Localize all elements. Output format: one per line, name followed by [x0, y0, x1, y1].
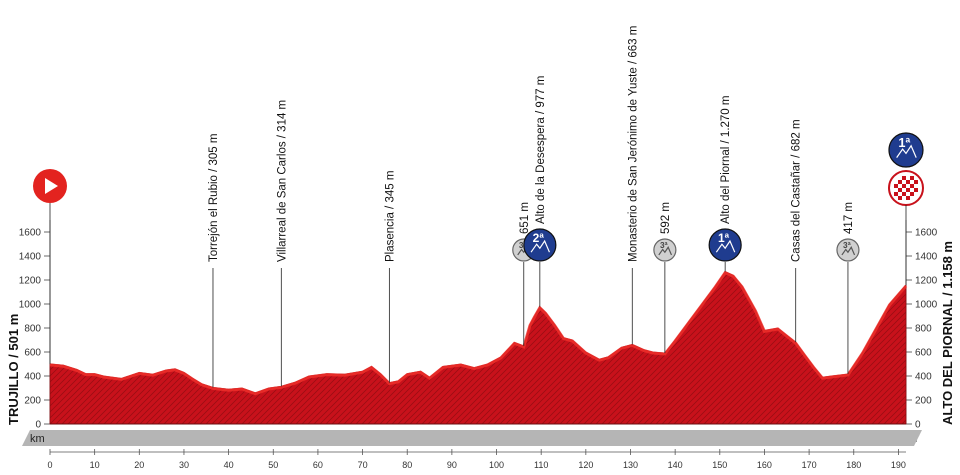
sprint-badge-text: 3ª: [519, 241, 528, 250]
elevation-profile-ridge: [49, 270, 908, 396]
y-tick-label-right: 1400: [915, 252, 938, 263]
flag-square: [898, 196, 902, 200]
play-icon: [45, 178, 58, 194]
y-tick-label-left: 0: [35, 420, 41, 431]
flag-square: [898, 188, 902, 192]
x-tick-label: 100: [489, 460, 504, 470]
sprint-badge-text: 3ª: [660, 241, 669, 250]
x-tick-label: 60: [313, 460, 323, 470]
point-label: Casas del Castañar / 682 m: [791, 119, 803, 262]
x-tick-label: 160: [757, 460, 772, 470]
x-tick-label: 90: [447, 460, 457, 470]
start-badge: [33, 169, 67, 364]
climb-badge-circle: [523, 228, 557, 262]
sprint-badge: 3ª: [836, 238, 860, 262]
point-label: Villarreal de San Carlos / 314 m: [276, 100, 288, 262]
km-band-layer: km 0 10 20 30 40 50 60 70 80 90 100 110 120 130 140 150 1…: [22, 430, 922, 470]
sprint-badge-text: 3ª: [843, 241, 852, 250]
y-tick-label-left: 200: [24, 396, 41, 407]
y-tick-label-left: 800: [24, 324, 41, 335]
km-band: [22, 430, 922, 446]
mountain-icon: [658, 245, 673, 256]
y-tick-label-left: 1400: [19, 252, 42, 263]
y-tick-label-left: 1000: [19, 300, 42, 311]
y-tick-label-left: 600: [24, 348, 41, 359]
start-label: TRUJILLO / 501 m: [6, 314, 21, 425]
point-label: Torrejón el Rubio / 305 m: [208, 134, 220, 262]
climb-badge-text: 2ª: [533, 231, 545, 245]
x-tick-label: 110: [534, 460, 548, 470]
x-tick-label: 120: [578, 460, 593, 470]
mountain-icon: [841, 245, 856, 256]
flag-square: [914, 180, 918, 184]
y-tick-label-left: 1200: [19, 276, 42, 287]
y-tick-label-right: 200: [915, 396, 932, 407]
km-band-label: km: [30, 433, 45, 445]
y-tick-label-right: 800: [915, 324, 932, 335]
point-label: Monasterio de San Jerónimo de Yuste / 66…: [627, 26, 639, 262]
flag-square: [906, 188, 910, 192]
y-tick-label-right: 1000: [915, 300, 938, 311]
y-tick-label-right: 1600: [915, 228, 938, 239]
climb-badge-text: 1ª: [718, 231, 730, 245]
y-tick-label-right: 0: [915, 420, 921, 431]
elevation-profile-area: [49, 271, 907, 425]
finish-climb-badge: 1ª: [888, 132, 924, 168]
flag-square: [894, 184, 898, 188]
flag-square: [910, 192, 914, 196]
flag-square: [906, 196, 910, 200]
x-tick-label: 130: [623, 460, 638, 470]
flag-square: [910, 176, 914, 180]
flag-square: [910, 184, 914, 188]
flag-square: [906, 180, 910, 184]
profile-layer: [49, 270, 908, 425]
climb-badge-circle: [708, 228, 742, 262]
mountain-icon: [530, 239, 550, 253]
y-tick-label-left: 1600: [19, 228, 42, 239]
flag-square: [894, 192, 898, 196]
y-tick-label-right: 400: [915, 372, 932, 383]
x-tick-label: 150: [712, 460, 727, 470]
point-label: Alto de la Desespera / 977 m: [535, 76, 547, 224]
climb-badge: 2ª: [523, 228, 557, 262]
flag-square: [914, 188, 918, 192]
x-tick-label: 180: [846, 460, 861, 470]
mountain-icon: [715, 239, 736, 253]
point-label: Alto del Piornal / 1.270 m: [720, 96, 732, 225]
x-tick-label: 70: [358, 460, 368, 470]
x-tick-label: 10: [90, 460, 100, 470]
sprint-badge-circle: [836, 238, 860, 262]
finish-label: ALTO DEL PIORNAL / 1.158 m: [940, 241, 955, 425]
flag-square: [902, 192, 906, 196]
point-label: 417 m: [843, 202, 855, 234]
finish-climb-badge-circle: [888, 132, 924, 168]
mountain-icon: [896, 144, 917, 158]
x-tick-label: 40: [224, 460, 234, 470]
sprint-badge: 3ª: [653, 238, 677, 262]
sprint-badge-circle: [653, 238, 677, 262]
climb-badge: 1ª: [708, 228, 742, 262]
flag-square: [902, 184, 906, 188]
x-tick-label: 30: [179, 460, 189, 470]
finish-climb-badge-text: 1ª: [898, 135, 910, 150]
y-tick-label-left: 400: [24, 372, 41, 383]
x-tick-label: 50: [268, 460, 278, 470]
finish-flag-icon: [888, 170, 924, 206]
x-tick-label: 190: [891, 460, 906, 470]
flag-square: [902, 176, 906, 180]
x-tick-label: 80: [402, 460, 412, 470]
x-tick-label: 0: [47, 460, 52, 470]
flag-square: [898, 180, 902, 184]
y-tick-label-right: 1200: [915, 276, 938, 287]
y-tick-label-right: 600: [915, 348, 932, 359]
point-label: Plasencia / 345 m: [384, 171, 396, 262]
x-tick-label: 170: [802, 460, 817, 470]
x-tick-label: 140: [668, 460, 683, 470]
point-label: 651 m: [519, 202, 531, 234]
point-label: 592 m: [660, 202, 672, 234]
x-tick-label: 20: [134, 460, 144, 470]
